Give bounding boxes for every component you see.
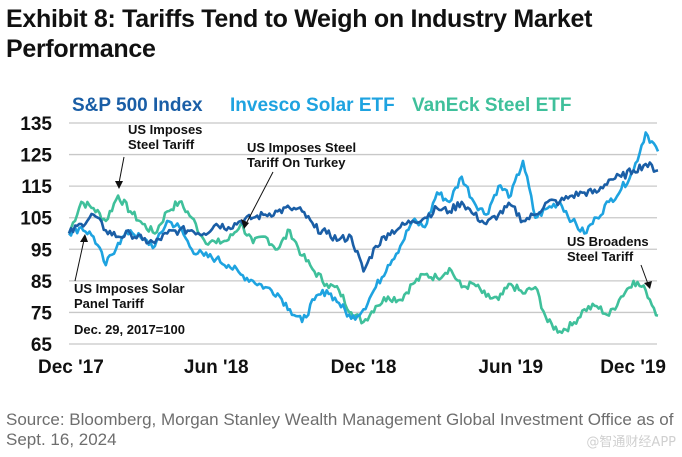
- y-tick-label: 135: [20, 114, 52, 135]
- annotation-arrow-solar: [74, 239, 85, 282]
- y-tick-label: 65: [31, 335, 53, 356]
- annotation-turkey-line2: Tariff On Turkey: [247, 155, 346, 170]
- annotation-turkey-line1: US Imposes Steel: [247, 140, 356, 155]
- legend-solar: Invesco Solar ETF: [230, 95, 395, 116]
- series-line-vaneck-steel-etf: [67, 194, 659, 335]
- gridlines: [69, 122, 657, 345]
- y-tick-label: 85: [31, 272, 53, 293]
- annotation-solar-line1: US Imposes Solar: [74, 281, 185, 296]
- source-note: Source: Bloomberg, Morgan Stanley Wealth…: [6, 410, 674, 449]
- x-tick-label: Dec '18: [331, 357, 397, 378]
- y-tick-label: 95: [31, 240, 53, 261]
- x-tick-label: Jun '19: [478, 357, 543, 378]
- y-tick-label: 105: [20, 209, 52, 230]
- legend-steel: VanEck Steel ETF: [412, 95, 571, 116]
- base-note: Dec. 29, 2017=100: [74, 322, 185, 337]
- legend-sp500: S&P 500 Index: [72, 95, 203, 116]
- y-tick-label: 115: [21, 177, 52, 198]
- arrow-head-icon: [80, 234, 88, 242]
- arrow-head-icon: [115, 181, 123, 189]
- series-lines: [67, 131, 660, 335]
- annotation-solar-line2: Panel Tariff: [74, 296, 145, 311]
- y-tick-label: 75: [31, 303, 53, 324]
- annotation-steel-tariff-line2: Steel Tariff: [128, 137, 195, 152]
- annotation-steel-tariff-line1: US Imposes: [128, 122, 202, 137]
- x-tick-label: Dec '19: [600, 357, 666, 378]
- series-line-s-p-500-index: [67, 161, 659, 273]
- annotation-arrow-broadens: [640, 264, 649, 285]
- y-tick-label: 125: [20, 146, 52, 167]
- arrow-head-icon: [644, 281, 652, 289]
- watermark: @智通财经APP: [586, 435, 676, 450]
- annotation-arrow-turkey: [246, 171, 274, 223]
- x-tick-label: Dec '17: [38, 357, 104, 378]
- annotation-arrow-steel-tariff: [118, 156, 125, 184]
- x-tick-label: Jun '18: [184, 357, 249, 378]
- arrow-head-icon: [241, 219, 249, 229]
- x-axis-ticks: Dec '17 Jun '18 Dec '18 Jun '19 Dec '19: [38, 357, 666, 378]
- chart-title: Exhibit 8: Tariffs Tend to Weigh on Indu…: [6, 5, 593, 63]
- annotation-broadens-line1: US Broadens: [567, 234, 649, 249]
- annotation-broadens-line2: Steel Tariff: [567, 249, 634, 264]
- y-axis-ticks: 135 125 115 105 95 85 75 65: [20, 114, 52, 356]
